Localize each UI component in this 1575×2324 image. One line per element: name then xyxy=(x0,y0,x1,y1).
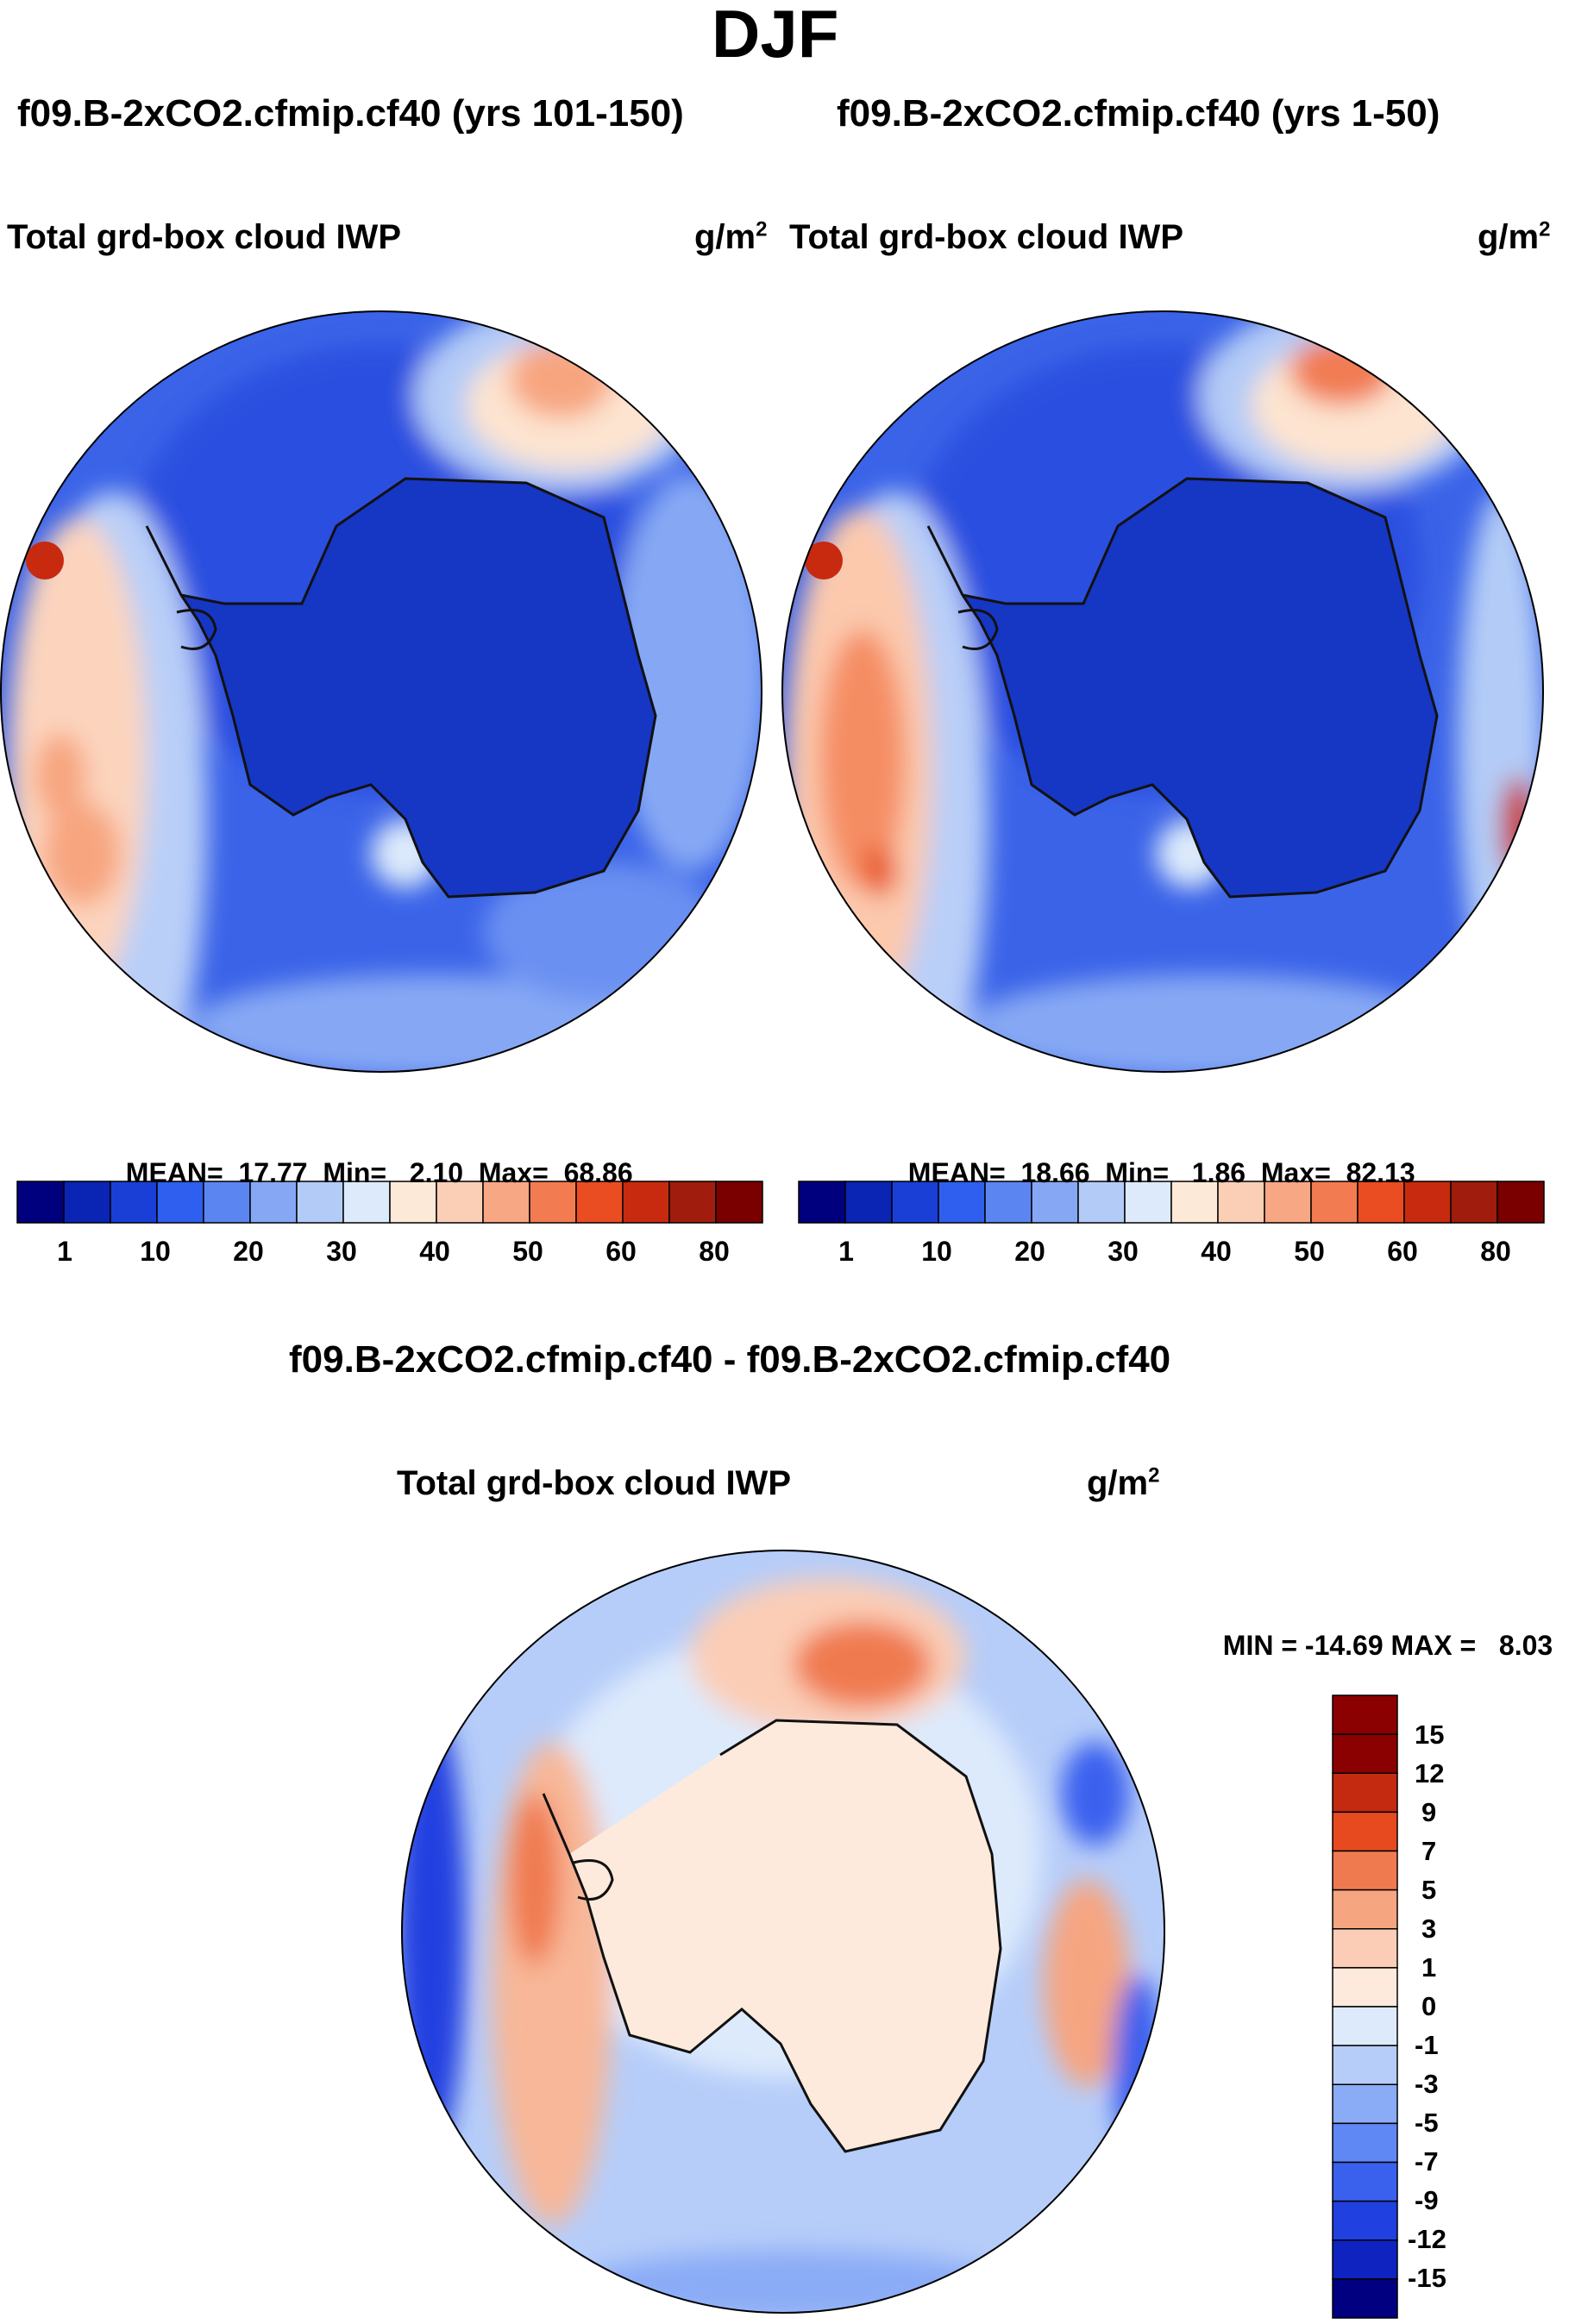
panel-1-variable-label: Total grd-box cloud IWP xyxy=(7,218,401,256)
colorbar-swatch xyxy=(1332,2161,1398,2202)
panel-1-colorbar xyxy=(16,1181,763,1224)
cb3-tick: -1 xyxy=(1415,2030,1439,2060)
difference-map xyxy=(401,1550,1165,2314)
panel-1-case-title: f09.B-2xCO2.cfmip.cf40 (yrs 101-150) xyxy=(17,92,684,135)
colorbar-swatch xyxy=(63,1181,111,1224)
difference-colorbar xyxy=(1332,1694,1398,2319)
cb3-tick: -9 xyxy=(1415,2185,1439,2215)
panel-2-stats: MEAN= 18.66 Min= 1.86 Max= 82.13 xyxy=(907,1157,1415,1188)
cb2-tick: 1 xyxy=(838,1236,854,1267)
colorbar-swatch xyxy=(249,1181,298,1224)
colorbar-swatch xyxy=(1332,1811,1398,1852)
cb2-tick: 10 xyxy=(921,1236,952,1267)
cb2-tick: 60 xyxy=(1387,1236,1418,1267)
colorbar-swatch xyxy=(715,1181,763,1224)
cb2-tick: 80 xyxy=(1480,1236,1511,1267)
panel-1-map xyxy=(0,310,762,1073)
panel-1-stats: MEAN= 17.77 Min= 2.10 Max= 68.86 xyxy=(125,1157,633,1188)
cb3-tick: 15 xyxy=(1415,1720,1445,1750)
panel-2-units-label: g/m2 xyxy=(1478,217,1551,256)
colorbar-swatch xyxy=(1332,2239,1398,2280)
panel-2-case-title: f09.B-2xCO2.cfmip.cf40 (yrs 1-50) xyxy=(837,92,1440,135)
colorbar-swatch xyxy=(1031,1181,1079,1224)
colorbar-swatch xyxy=(1450,1181,1498,1224)
cb3-tick: 5 xyxy=(1421,1875,1437,1905)
colorbar-swatch xyxy=(1332,2200,1398,2241)
colorbar-swatch xyxy=(984,1181,1032,1224)
cb2-tick: 20 xyxy=(1014,1236,1045,1267)
colorbar-swatch xyxy=(1332,2122,1398,2164)
cb1-tick: 60 xyxy=(606,1236,637,1267)
cb1-tick: 50 xyxy=(512,1236,543,1267)
colorbar-swatch xyxy=(1332,2278,1398,2319)
colorbar-swatch xyxy=(1332,1850,1398,1891)
cb3-tick: 12 xyxy=(1415,1758,1445,1788)
panel-2-map xyxy=(781,310,1544,1073)
colorbar-swatch xyxy=(1332,1694,1398,1735)
colorbar-swatch xyxy=(1332,1928,1398,1969)
cb3-tick: -12 xyxy=(1408,2224,1446,2254)
cb1-tick: 40 xyxy=(419,1236,450,1267)
colorbar-swatch xyxy=(389,1181,437,1224)
colorbar-swatch xyxy=(156,1181,204,1224)
cb2-tick: 40 xyxy=(1201,1236,1232,1267)
colorbar-swatch xyxy=(1497,1181,1545,1224)
panel-2-colorbar xyxy=(798,1181,1545,1224)
colorbar-swatch xyxy=(1332,2006,1398,2046)
colorbar-swatch xyxy=(1403,1181,1452,1224)
cb3-tick: 7 xyxy=(1421,1836,1437,1866)
cb3-tick: -15 xyxy=(1408,2263,1446,2293)
colorbar-swatch xyxy=(798,1181,846,1224)
figure-title: DJF xyxy=(712,0,839,72)
cb3-tick: -7 xyxy=(1415,2146,1439,2177)
colorbar-swatch xyxy=(668,1181,717,1224)
difference-stats: MIN = -14.69 MAX = 8.03 xyxy=(1222,1630,1553,1661)
cb3-tick: -5 xyxy=(1415,2108,1439,2138)
cb1-tick: 20 xyxy=(233,1236,264,1267)
colorbar-swatch xyxy=(1332,2045,1398,2085)
cb1-tick: 10 xyxy=(140,1236,171,1267)
colorbar-swatch xyxy=(1332,1772,1398,1813)
difference-variable-label: Total grd-box cloud IWP xyxy=(397,1464,791,1502)
colorbar-swatch xyxy=(1332,1967,1398,2008)
colorbar-swatch xyxy=(1332,1733,1398,1774)
colorbar-swatch xyxy=(575,1181,624,1224)
colorbar-swatch xyxy=(1310,1181,1359,1224)
colorbar-swatch xyxy=(529,1181,577,1224)
colorbar-swatch xyxy=(1217,1181,1265,1224)
cb1-tick: 80 xyxy=(699,1236,730,1267)
cb3-tick: 0 xyxy=(1421,1991,1437,2021)
cb3-tick: 1 xyxy=(1421,1952,1437,1983)
cb3-tick: -3 xyxy=(1415,2069,1439,2099)
colorbar-swatch xyxy=(342,1181,391,1224)
cb2-tick: 50 xyxy=(1294,1236,1325,1267)
difference-case-title: f09.B-2xCO2.cfmip.cf40 - f09.B-2xCO2.cfm… xyxy=(289,1338,1171,1381)
colorbar-swatch xyxy=(1357,1181,1405,1224)
colorbar-swatch xyxy=(1170,1181,1219,1224)
colorbar-swatch xyxy=(1332,1889,1398,1930)
panel-1-units-label: g/m2 xyxy=(694,217,768,256)
cb1-tick: 30 xyxy=(326,1236,357,1267)
cb3-tick: 9 xyxy=(1421,1797,1437,1827)
cb1-tick: 1 xyxy=(57,1236,72,1267)
cb3-tick: 3 xyxy=(1421,1914,1437,1944)
cb2-tick: 30 xyxy=(1108,1236,1139,1267)
colorbar-swatch xyxy=(16,1181,65,1224)
colorbar-swatch xyxy=(1077,1181,1126,1224)
colorbar-swatch xyxy=(110,1181,158,1224)
colorbar-swatch xyxy=(296,1181,344,1224)
colorbar-swatch xyxy=(1332,2083,1398,2125)
panel-2-variable-label: Total grd-box cloud IWP xyxy=(789,218,1183,256)
colorbar-swatch xyxy=(891,1181,939,1224)
colorbar-swatch xyxy=(844,1181,893,1224)
difference-units-label: g/m2 xyxy=(1087,1463,1160,1502)
